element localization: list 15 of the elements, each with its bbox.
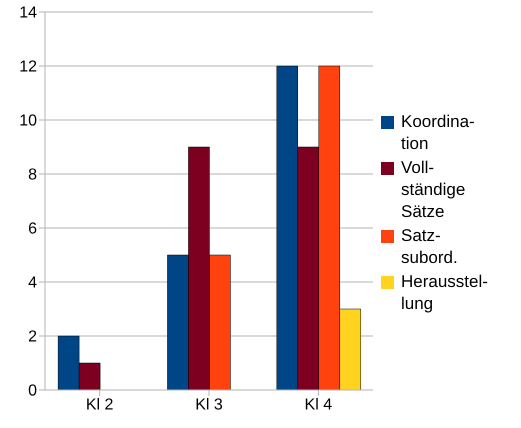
y-tick-label: 6 [28,220,38,238]
x-tick-label: Kl 4 [304,396,332,414]
y-tick-label: 0 [28,382,38,400]
y-tick-label: 10 [19,112,38,130]
y-tick-label: 8 [28,166,38,184]
y-tick-label: 12 [19,58,38,76]
y-tick-label: 4 [28,274,38,292]
x-tick-label: Kl 2 [86,396,114,414]
y-tick-label: 14 [19,4,38,22]
y-tick-label: 2 [28,328,38,346]
legend-label: Koordina- tion [401,111,475,155]
legend-label: Voll- ständige Sätze [401,157,466,223]
legend-label: Herausstel- lung [401,271,488,315]
legend-label: Satz- subord. [401,225,458,269]
x-tick-label: Kl 3 [195,396,223,414]
